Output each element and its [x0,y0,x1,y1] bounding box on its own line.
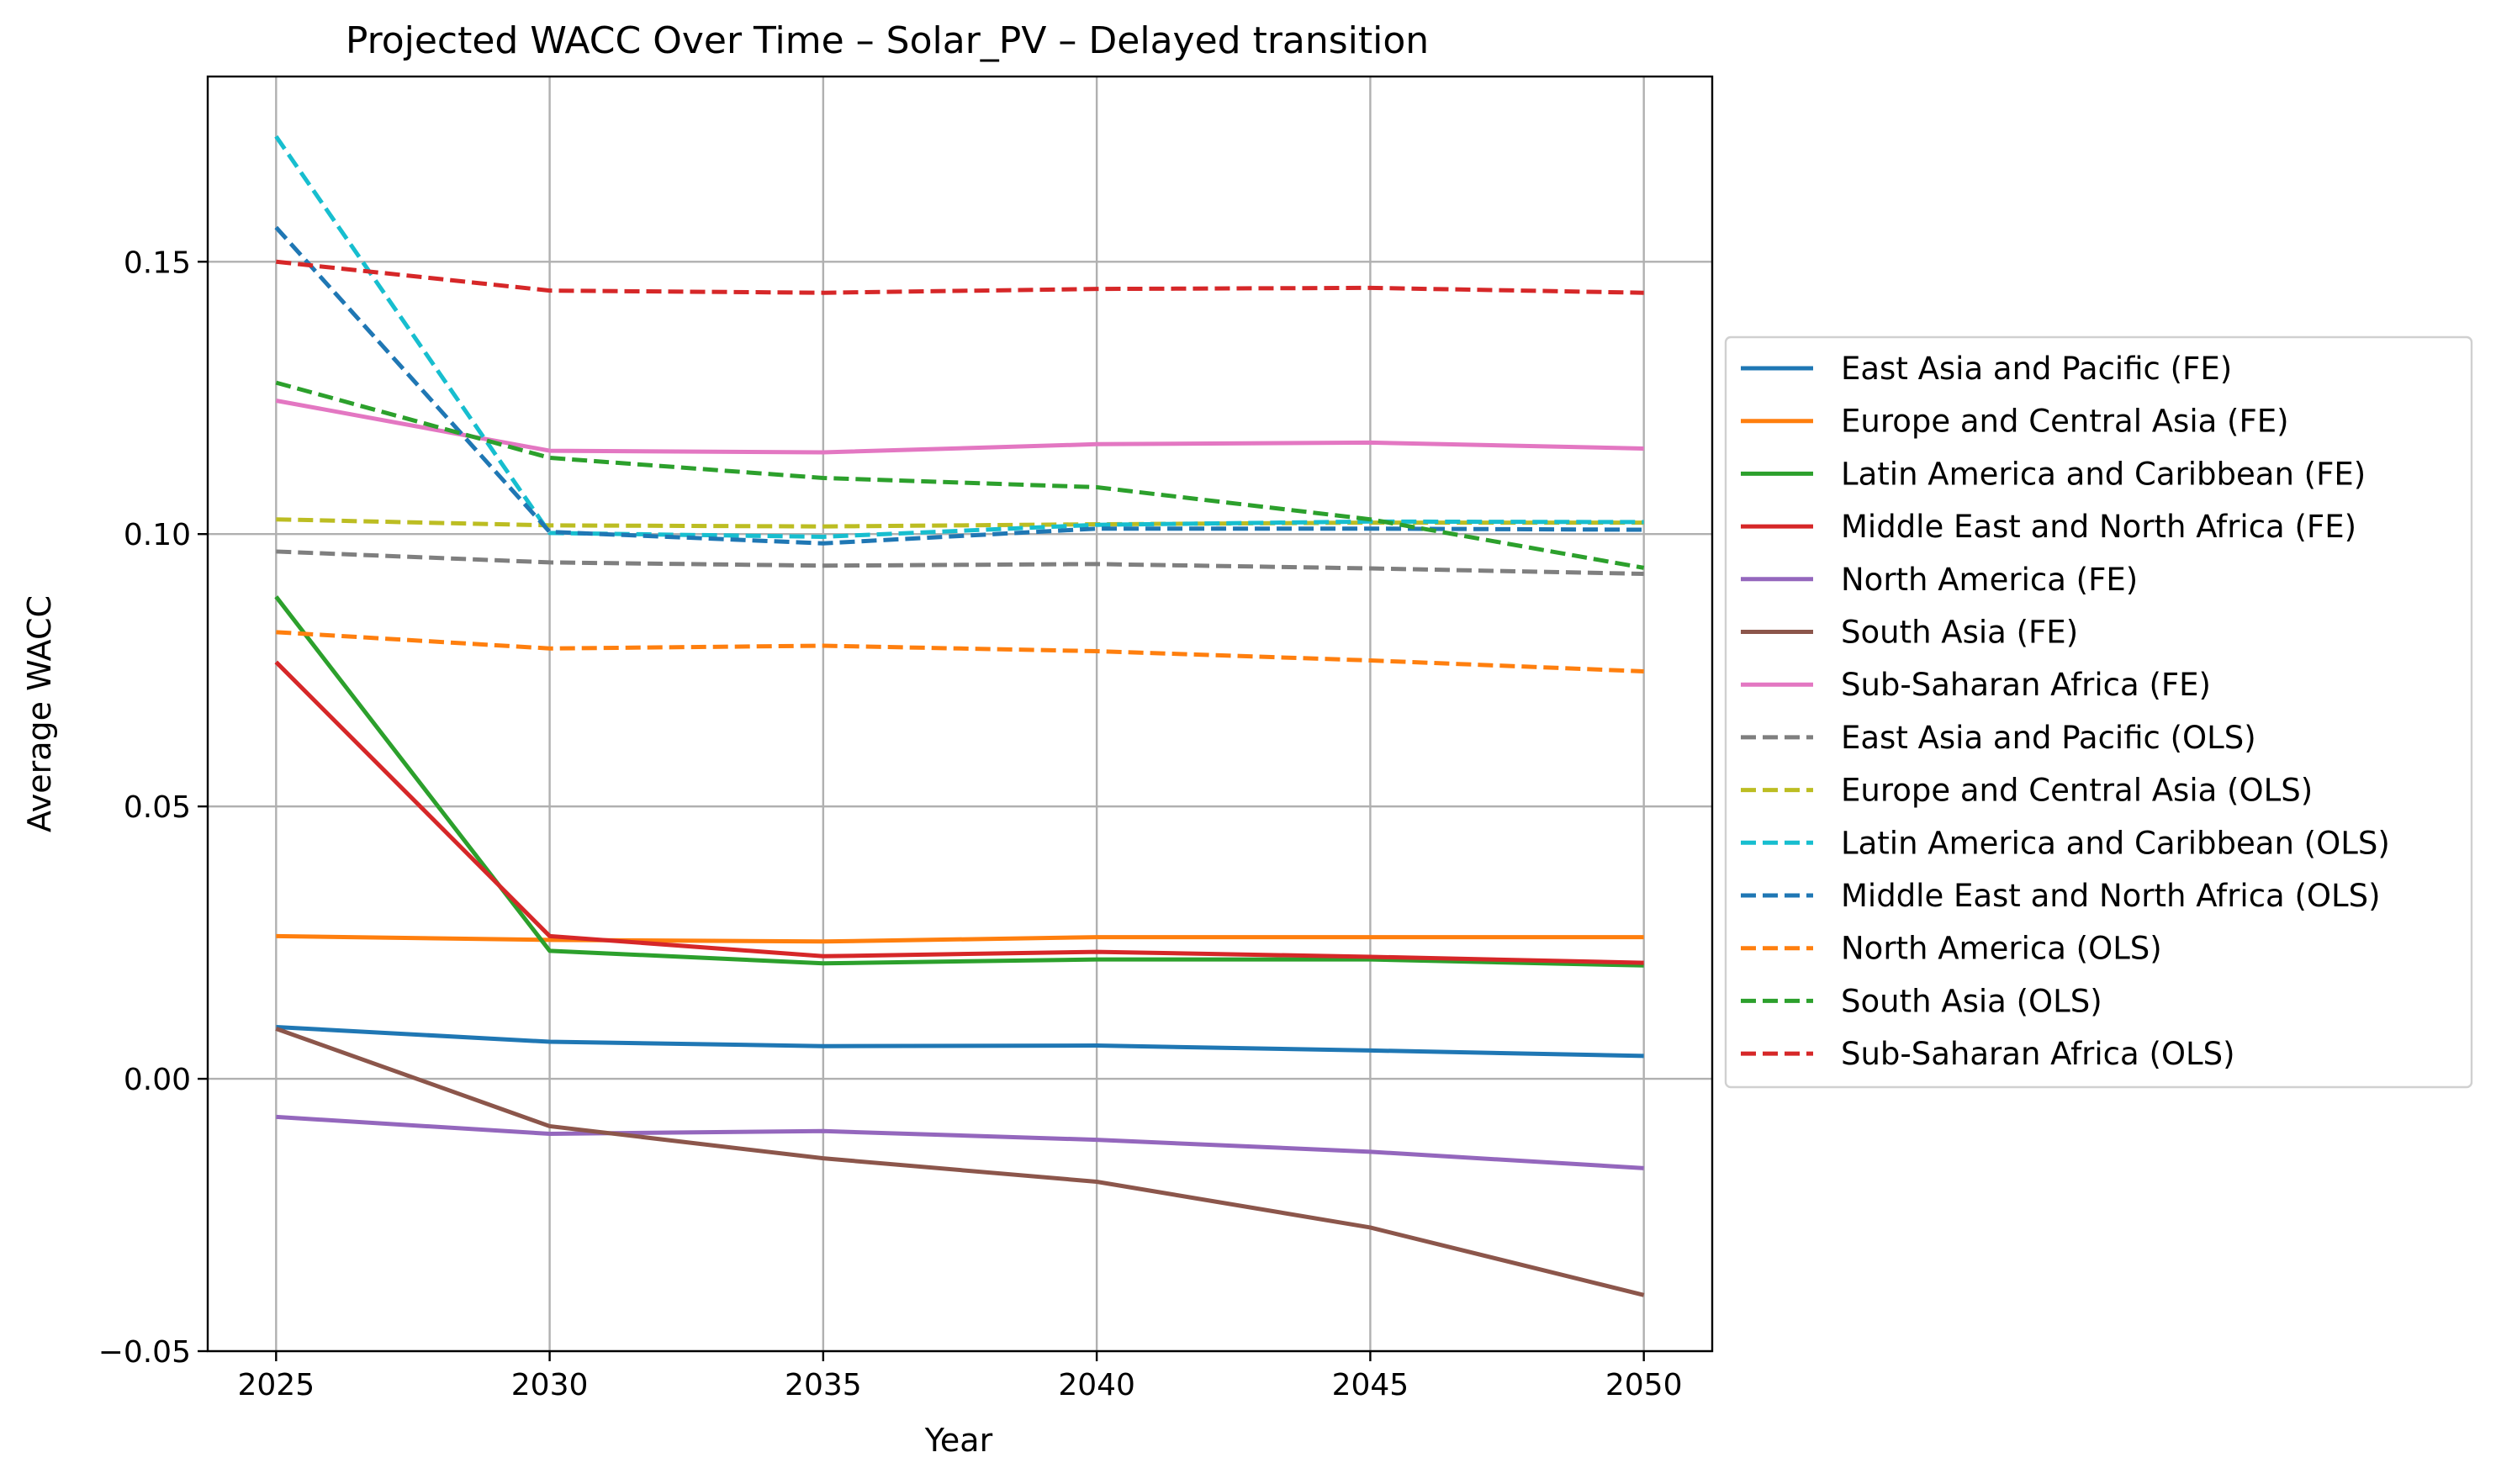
x-tick-label: 2050 [1605,1368,1683,1402]
series-line [276,517,1644,529]
series-line [276,933,1644,944]
x-axis-ticks: 2025 2030 2035 2040 2045 2050 [238,1351,1683,1402]
y-axis-ticks: 0.15 0.10 0.05 0.00 −0.05 [98,246,208,1370]
legend-label: Sub-Saharan Africa (FE) [1841,667,2211,703]
legend-label: East Asia and Pacific (OLS) [1841,720,2256,756]
series-line [274,225,1644,546]
legend-label: East Asia and Pacific (FE) [1841,351,2232,387]
x-tick-label: 2035 [785,1368,862,1402]
series-line [276,549,1644,576]
legend-label: South Asia (OLS) [1841,983,2102,1019]
legend-label: Europe and Central Asia (OLS) [1841,773,2313,809]
y-tick-label: 0.05 [124,790,191,825]
legend-label: Middle East and North Africa (OLS) [1841,878,2381,914]
series-line [274,135,1644,539]
y-tick-label: −0.05 [98,1335,191,1370]
series-line [275,1027,1645,1297]
x-axis-label: Year [924,1422,993,1459]
series-line [276,1025,1644,1059]
series-line [275,380,1645,570]
series-line [274,595,1644,968]
y-axis-label: Average WACC [21,595,58,832]
legend-label: Middle East and North Africa (FE) [1841,509,2356,545]
series-line [276,1114,1644,1170]
plot-frame [206,75,1714,1353]
y-tick-label: 0.10 [124,518,191,552]
x-tick-label: 2030 [511,1368,589,1402]
y-tick-label: 0.00 [124,1063,191,1097]
legend-label: South Asia (FE) [1841,615,2078,651]
legend-label: Latin America and Caribbean (OLS) [1841,825,2390,861]
series-line [275,399,1644,455]
chart-title: Projected WACC Over Time – Solar_PV – De… [346,19,1429,62]
series-line [276,630,1644,673]
legend: East Asia and Pacific (FE) Europe and Cen… [1724,335,2473,1089]
legend-label: North America (OLS) [1841,931,2162,967]
legend-label: Latin America and Caribbean (FE) [1841,456,2366,492]
series-line [274,660,1644,965]
legend-label: Europe and Central Asia (FE) [1841,404,2289,440]
series-line [276,259,1644,295]
y-tick-label: 0.15 [124,246,191,280]
x-tick-label: 2040 [1058,1368,1135,1402]
legend-box [1724,335,2473,1089]
legend-label: North America (FE) [1841,562,2138,598]
legend-label: Sub-Saharan Africa (OLS) [1841,1036,2235,1072]
x-tick-label: 2025 [238,1368,315,1402]
series-lines [274,135,1645,1297]
x-tick-label: 2045 [1332,1368,1409,1402]
